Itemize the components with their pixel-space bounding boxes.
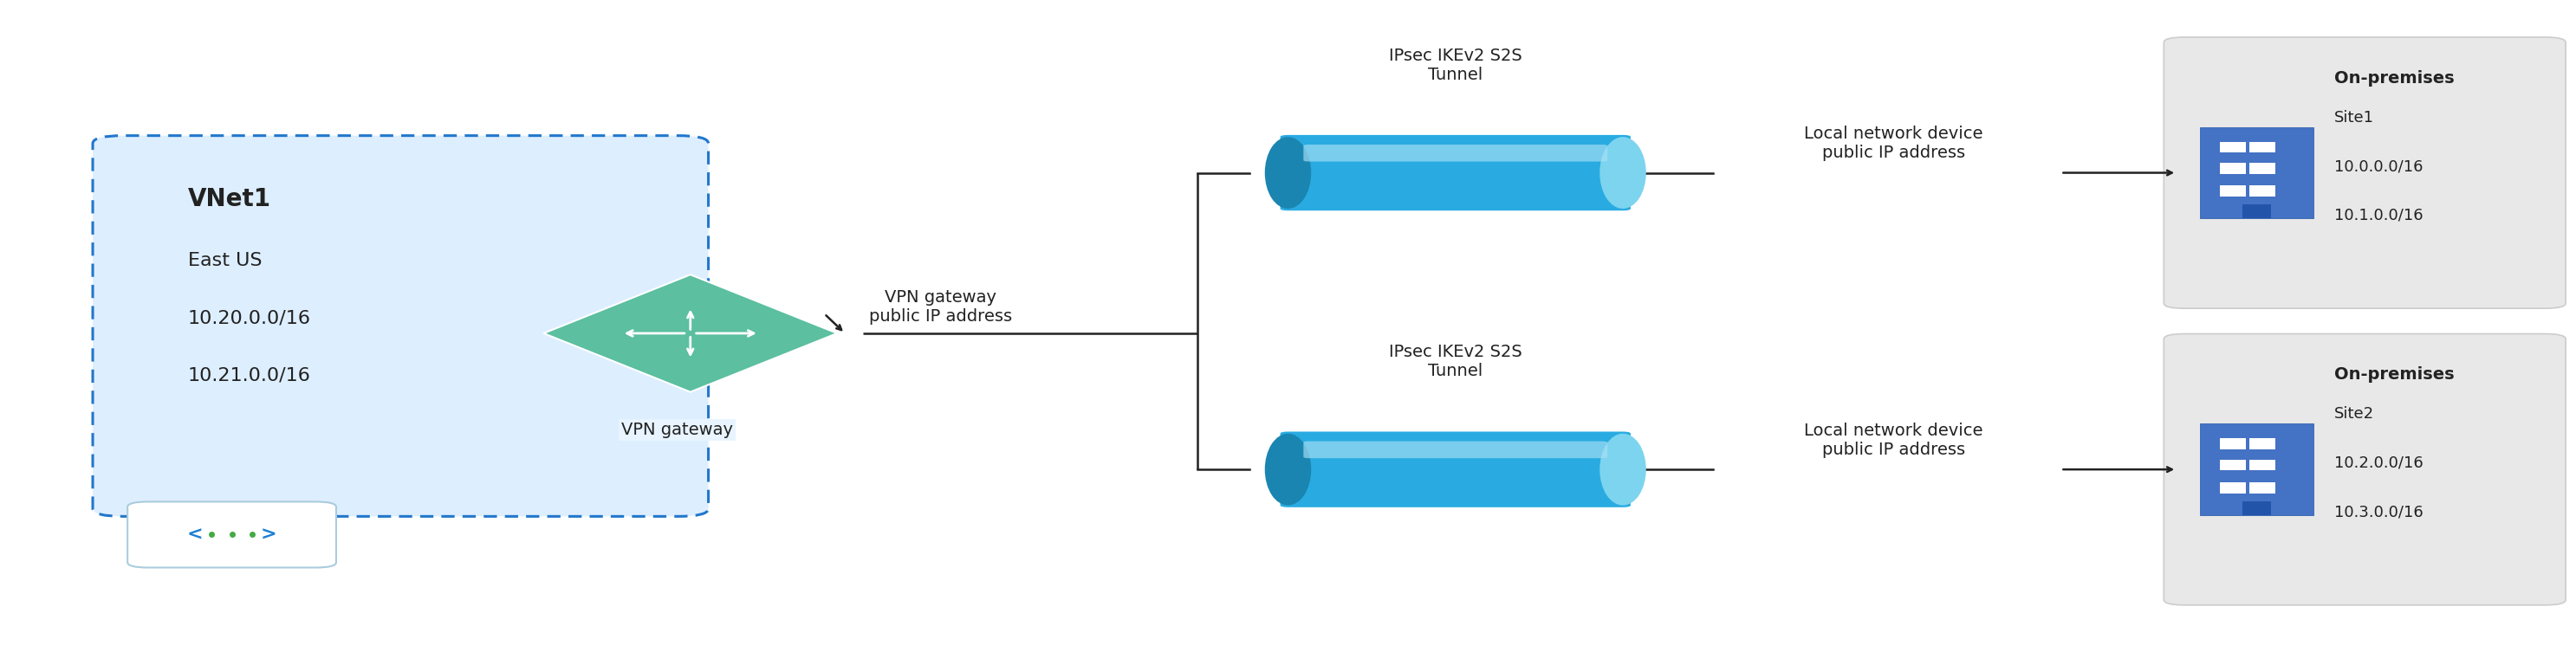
Text: Site1: Site1: [2334, 110, 2372, 125]
FancyBboxPatch shape: [2249, 186, 2275, 196]
Text: VNet1: VNet1: [188, 186, 270, 211]
Text: Site2: Site2: [2334, 406, 2375, 422]
FancyBboxPatch shape: [2249, 482, 2275, 493]
Text: On-premises: On-premises: [2334, 366, 2455, 383]
FancyBboxPatch shape: [1280, 135, 1631, 211]
Polygon shape: [544, 274, 837, 392]
FancyBboxPatch shape: [2164, 37, 2566, 308]
FancyBboxPatch shape: [2249, 141, 2275, 153]
FancyBboxPatch shape: [2221, 482, 2246, 493]
Text: <: <: [188, 526, 204, 543]
Ellipse shape: [1600, 434, 1646, 505]
FancyBboxPatch shape: [2200, 127, 2313, 218]
Text: On-premises: On-premises: [2334, 70, 2455, 87]
Text: IPsec IKEv2 S2S
Tunnel: IPsec IKEv2 S2S Tunnel: [1388, 48, 1522, 83]
FancyBboxPatch shape: [2241, 501, 2272, 515]
Text: VPN gateway: VPN gateway: [621, 421, 734, 437]
Ellipse shape: [1265, 434, 1311, 505]
Text: IPsec IKEv2 S2S
Tunnel: IPsec IKEv2 S2S Tunnel: [1388, 344, 1522, 379]
Text: 10.21.0.0/16: 10.21.0.0/16: [188, 367, 312, 384]
FancyBboxPatch shape: [2249, 460, 2275, 470]
FancyBboxPatch shape: [2249, 163, 2275, 173]
Text: 10.2.0.0/16: 10.2.0.0/16: [2334, 455, 2424, 471]
FancyBboxPatch shape: [1280, 432, 1631, 507]
FancyBboxPatch shape: [2241, 205, 2272, 218]
Text: Local network device
public IP address: Local network device public IP address: [1803, 126, 1984, 161]
FancyBboxPatch shape: [2221, 186, 2246, 196]
FancyBboxPatch shape: [93, 136, 708, 516]
Text: Local network device
public IP address: Local network device public IP address: [1803, 422, 1984, 458]
Text: VPN gateway
public IP address: VPN gateway public IP address: [868, 289, 1012, 325]
Text: 10.20.0.0/16: 10.20.0.0/16: [188, 310, 312, 327]
FancyBboxPatch shape: [2221, 438, 2246, 449]
Text: 10.3.0.0/16: 10.3.0.0/16: [2334, 504, 2424, 520]
FancyBboxPatch shape: [2200, 424, 2313, 515]
FancyBboxPatch shape: [2221, 141, 2246, 153]
FancyBboxPatch shape: [126, 502, 335, 567]
Text: 10.1.0.0/16: 10.1.0.0/16: [2334, 207, 2424, 223]
Ellipse shape: [1265, 137, 1311, 209]
FancyBboxPatch shape: [1303, 145, 1607, 162]
Text: 10.0.0.0/16: 10.0.0.0/16: [2334, 158, 2421, 174]
FancyBboxPatch shape: [2221, 163, 2246, 173]
FancyBboxPatch shape: [1303, 441, 1607, 458]
FancyBboxPatch shape: [2249, 438, 2275, 449]
FancyBboxPatch shape: [2221, 460, 2246, 470]
FancyBboxPatch shape: [2164, 334, 2566, 605]
Text: >: >: [260, 526, 276, 543]
Text: East US: East US: [188, 252, 263, 269]
Ellipse shape: [1600, 137, 1646, 209]
